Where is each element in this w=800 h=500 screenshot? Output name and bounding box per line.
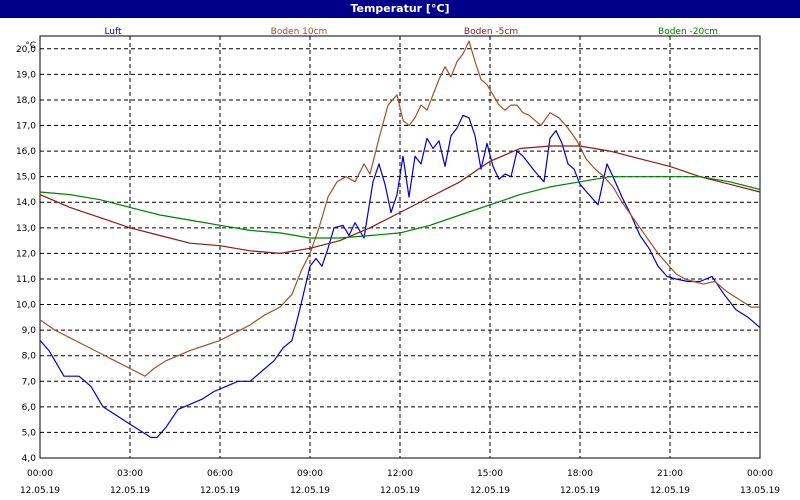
x-tick-time: 06:00 [207, 469, 233, 479]
x-tick-time: 09:00 [297, 469, 323, 479]
series-line-boden-5cm [39, 145, 761, 254]
x-tick-date: 12.05.19 [20, 486, 60, 496]
x-tick-date: 12.05.19 [380, 486, 420, 496]
y-tick-label: 4,0 [22, 454, 37, 464]
x-tick-date: 12.05.19 [290, 486, 330, 496]
y-tick-label: 15,0 [16, 173, 36, 183]
y-tick-label: 19,0 [16, 70, 36, 80]
x-axis: 00:00 12.05.19 03:00 12.05.19 06:00 12.05.19 0… [20, 469, 780, 496]
y-tick-label: 9,0 [22, 326, 37, 336]
series-line-boden-20cm [39, 176, 761, 239]
y-tick-label: 5,0 [22, 428, 37, 438]
grid [40, 36, 760, 459]
plot-border [39, 35, 761, 459]
x-tick-time: 12:00 [387, 469, 413, 479]
x-tick-date: 12.05.19 [200, 486, 240, 496]
legend: Luft Boden 10cm Boden -5cm Boden -20cm [104, 27, 718, 37]
legend-entry: Boden 10cm [271, 27, 328, 37]
y-tick-label: 14,0 [16, 198, 36, 208]
y-tick-label: 8,0 [22, 352, 37, 362]
plot-frame [39, 35, 761, 459]
x-tick-time: 03:00 [117, 469, 143, 479]
series-lines [39, 40, 761, 439]
y-tick-label: 20,0 [16, 45, 36, 55]
y-tick-label: 6,0 [22, 403, 37, 413]
x-tick-time: 18:00 [567, 469, 593, 479]
y-axis: 4,0 5,0 6,0 7,0 8,0 9,0 10,0 11,0 12,0 13,0 14,0 15… [16, 41, 36, 464]
series-line-luft [39, 114, 761, 439]
x-tick-date: 12.05.19 [560, 486, 600, 496]
x-tick-time: 00:00 [27, 469, 53, 479]
y-tick-label: 12,0 [16, 249, 36, 259]
x-tick-time: 15:00 [477, 469, 503, 479]
series-line-boden-10cm [39, 40, 760, 377]
y-axis-unit: °C [25, 41, 36, 51]
x-tick-date: 12.05.19 [470, 486, 510, 496]
legend-entry: Boden -5cm [464, 27, 518, 37]
y-tick-label: 11,0 [16, 275, 36, 285]
x-tick-date: 13.05.19 [740, 486, 780, 496]
y-tick-label: 7,0 [22, 377, 37, 387]
y-tick-label: 16,0 [16, 147, 36, 157]
chart-title: Temperatur [°C] [0, 0, 800, 18]
legend-entry: Luft [104, 27, 122, 37]
y-tick-label: 18,0 [16, 96, 36, 106]
x-tick-time: 21:00 [657, 469, 683, 479]
x-tick-date: 12.05.19 [110, 486, 150, 496]
temperature-chart: 4,0 5,0 6,0 7,0 8,0 9,0 10,0 11,0 12,0 13,0 14,0 15… [16, 27, 780, 496]
y-tick-label: 17,0 [16, 122, 36, 132]
x-tick-date: 12.05.19 [650, 486, 690, 496]
x-tick-time: 00:00 [747, 469, 773, 479]
y-tick-label: 13,0 [16, 224, 36, 234]
y-tick-label: 10,0 [16, 301, 36, 311]
legend-entry: Boden -20cm [658, 27, 718, 37]
